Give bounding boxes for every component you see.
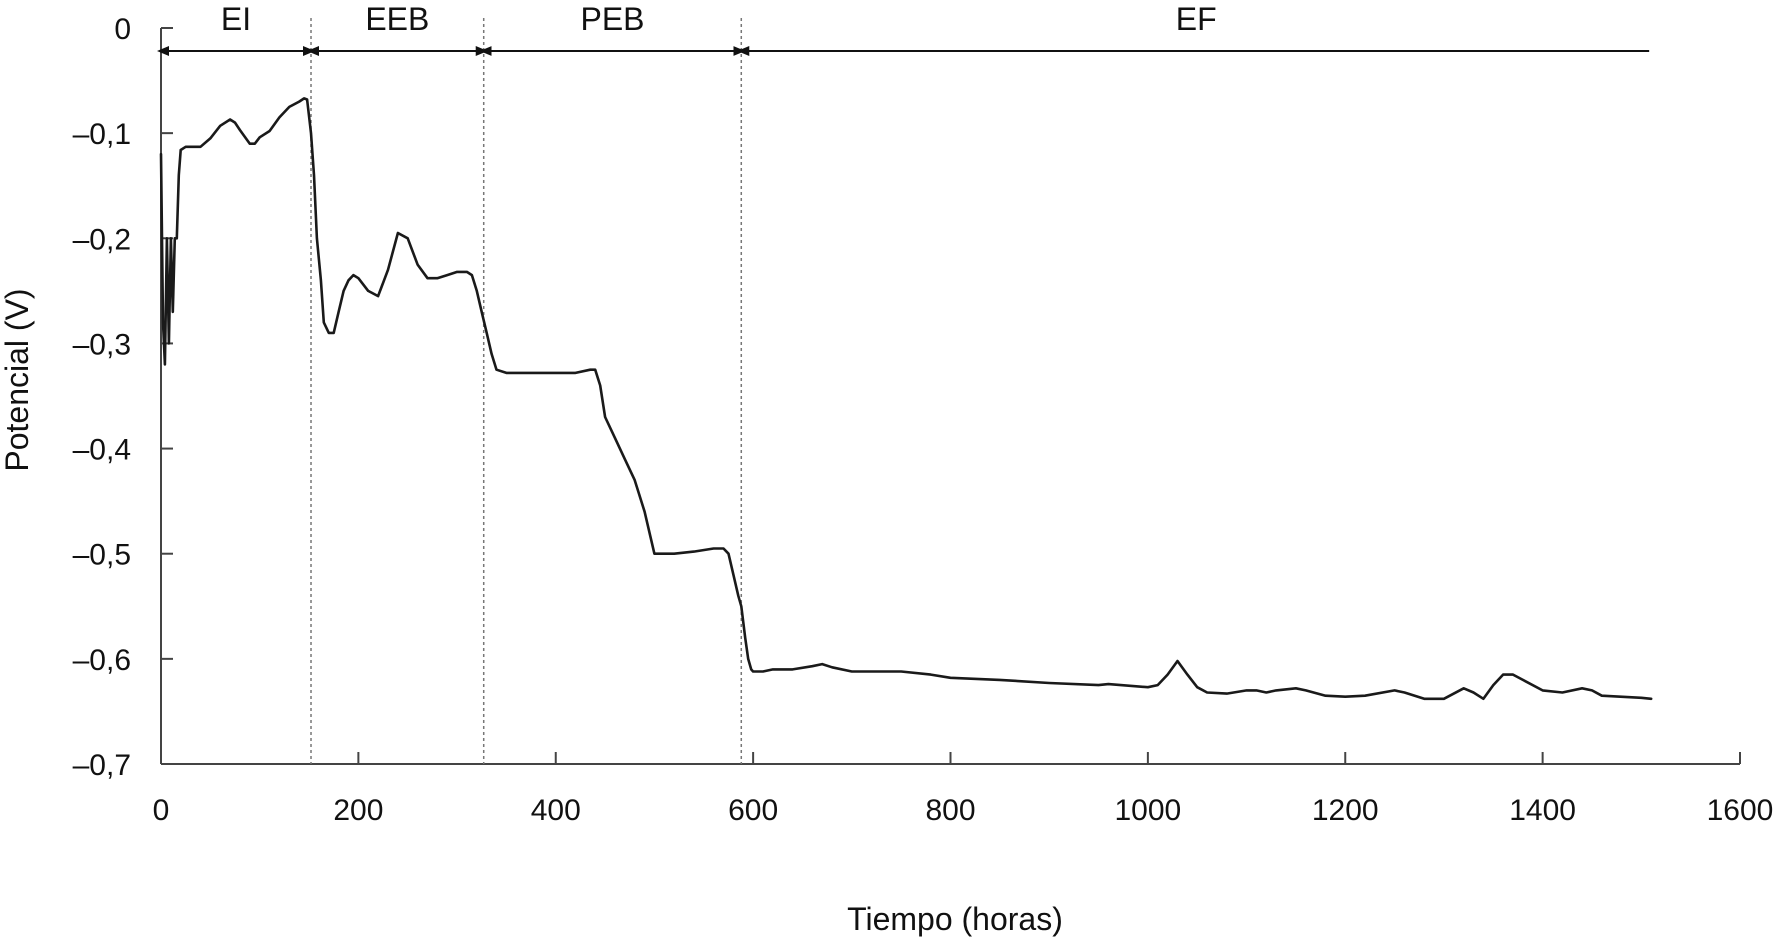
phase-label-ei: EI xyxy=(221,1,251,37)
y-tick-label: –0,1 xyxy=(73,118,131,151)
axes: 0 –0,1 –0,2 –0,3 –0,4 –0,5 –0,6 –0,7 0 200 400 600 8… xyxy=(73,13,1774,827)
x-axis-title: Tiempo (horas) xyxy=(847,901,1063,937)
y-tick-label: –0,6 xyxy=(73,644,131,677)
x-tick-label: 0 xyxy=(153,794,170,827)
y-tick-label: –0,4 xyxy=(73,434,131,467)
y-tick-label: –0,7 xyxy=(73,749,131,782)
y-tick-label: –0,3 xyxy=(73,328,131,361)
x-tick-label: 1000 xyxy=(1115,794,1182,827)
x-tick-label: 200 xyxy=(333,794,383,827)
series-line-0 xyxy=(159,97,1653,701)
x-tick-label: 1600 xyxy=(1707,794,1774,827)
phase-annotations: EI EEB PEB EF xyxy=(157,1,1650,764)
data-series xyxy=(159,97,1653,701)
x-tick-label: 800 xyxy=(925,794,975,827)
phase-label-ef: EF xyxy=(1176,1,1217,37)
x-tick-label: 1200 xyxy=(1312,794,1379,827)
y-tick-label: –0,5 xyxy=(73,539,131,572)
y-tick-label: –0,2 xyxy=(73,223,131,256)
x-tick-label: 1400 xyxy=(1509,794,1576,827)
phase-label-eeb: EEB xyxy=(365,1,429,37)
x-tick-label: 600 xyxy=(728,794,778,827)
axis-labels: Tiempo (horas) Potencial (V) xyxy=(0,288,1063,937)
x-tick-label: 400 xyxy=(531,794,581,827)
y-tick-label: 0 xyxy=(114,13,131,46)
y-axis-title: Potencial (V) xyxy=(0,288,35,471)
phase-label-peb: PEB xyxy=(580,1,644,37)
